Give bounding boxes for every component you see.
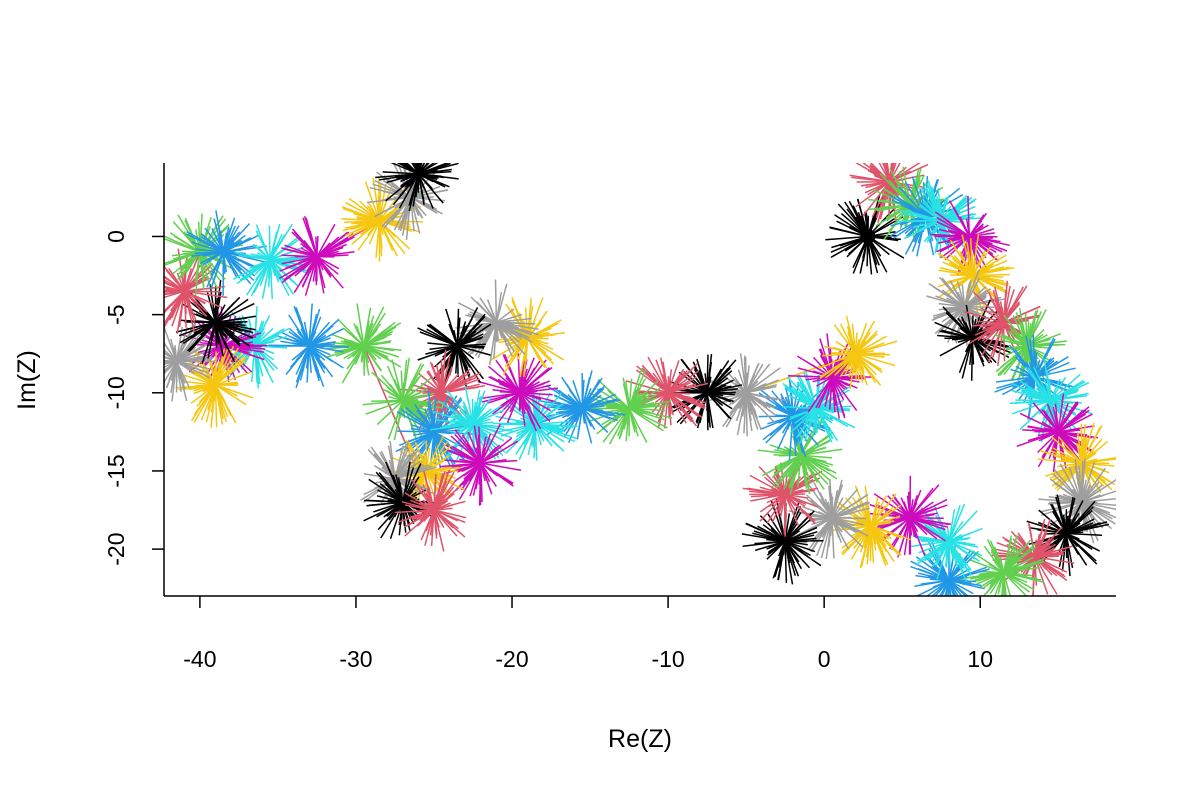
x-tick-label: -20 — [495, 646, 528, 672]
x-tick-label: 10 — [967, 646, 993, 672]
x-tick-label: 0 — [818, 646, 831, 672]
x-axis-title: Re(Z) — [608, 725, 672, 753]
walk-ray — [889, 182, 890, 219]
y-tick-label: 0 — [103, 230, 129, 243]
walk-ray — [184, 291, 220, 292]
walk-ray — [457, 346, 484, 347]
walk-ray — [397, 431, 434, 432]
walk-ray — [948, 580, 949, 620]
walk-ray — [216, 352, 217, 386]
start-point — [860, 229, 875, 244]
walk-ray — [976, 322, 1004, 323]
x-tick-label: -40 — [183, 646, 216, 672]
y-tick-label: -20 — [103, 532, 129, 565]
data-layer — [133, 135, 1120, 623]
walk-cluster — [279, 216, 354, 296]
walk-ray — [832, 518, 866, 519]
walk-ray — [496, 280, 497, 323]
y-axis-title: Im(Z) — [13, 350, 41, 410]
walk-ray — [965, 307, 995, 308]
y-tick-label: -5 — [103, 304, 129, 324]
walk-ray — [1050, 380, 1051, 400]
walk-ray — [668, 393, 690, 394]
walk-ray — [898, 221, 942, 222]
walk-cluster — [742, 499, 824, 585]
x-tick-label: -10 — [651, 646, 684, 672]
walk-ray — [269, 226, 270, 260]
walk-ray — [473, 399, 474, 424]
walk-ray — [317, 236, 318, 257]
y-tick-label: -15 — [103, 454, 129, 487]
walk-ray — [528, 338, 549, 339]
y-tick-label: -10 — [103, 376, 129, 409]
walk-ray — [256, 225, 270, 260]
walk-ray — [832, 494, 833, 518]
x-tick-label: -30 — [339, 646, 372, 672]
walk-ray — [1004, 572, 1020, 573]
